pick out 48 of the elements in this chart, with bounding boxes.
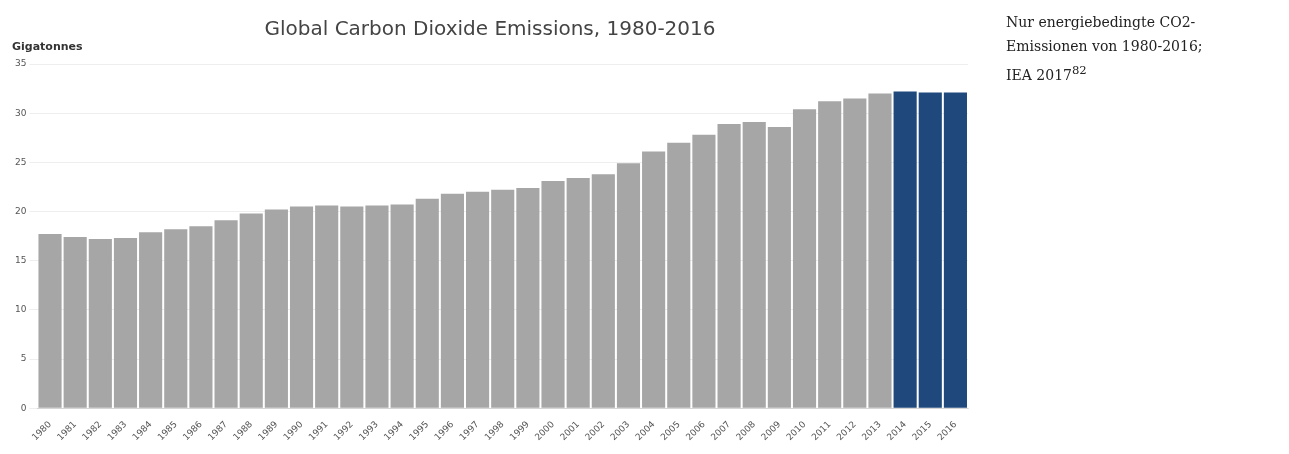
bar [365, 205, 389, 408]
bar [642, 151, 666, 408]
y-tick-label: 20 [15, 205, 27, 216]
bar [214, 220, 238, 408]
bar [113, 238, 138, 408]
bar [415, 198, 439, 408]
bar [88, 239, 112, 408]
y-tick-label: 30 [15, 107, 27, 118]
bar [289, 206, 314, 408]
y-tick-label: 5 [20, 353, 27, 364]
bar [767, 126, 791, 408]
y-tick-label: 0 [20, 402, 27, 413]
bar [893, 91, 917, 408]
bar [918, 92, 942, 408]
bar [868, 93, 892, 408]
y-tick-label: 15 [15, 255, 27, 266]
bar [692, 134, 716, 408]
bar [466, 191, 490, 408]
bar [818, 101, 842, 408]
bar [566, 178, 590, 408]
bar [491, 189, 515, 408]
bar [541, 181, 565, 408]
bar [390, 204, 414, 408]
bar [717, 123, 741, 408]
y-tick-label: 35 [15, 58, 27, 69]
y-tick-label: 10 [15, 304, 27, 315]
bar [340, 206, 364, 408]
bar [667, 142, 691, 408]
bar [742, 122, 766, 408]
bar [315, 205, 339, 408]
bar [843, 98, 867, 408]
bar [440, 193, 464, 408]
bar [264, 209, 288, 408]
bar [516, 187, 540, 408]
y-axis-title: Gigatonnes [12, 40, 84, 54]
bar [239, 213, 263, 408]
bar [189, 226, 213, 408]
chart-title: Global Carbon Dioxide Emissions, 1980-2016 [264, 16, 716, 41]
bar [943, 92, 967, 408]
bar [63, 237, 87, 408]
bar [616, 163, 641, 408]
bar [792, 109, 817, 408]
text: Nur energiebedingte CO2-Emissionen von 1980-2016; IEA 2017$^{82}$ [1006, 13, 1204, 85]
bar [38, 234, 62, 408]
bar [139, 232, 163, 408]
bar [591, 174, 615, 408]
bar [164, 229, 188, 408]
y-tick-label: 25 [15, 156, 27, 167]
